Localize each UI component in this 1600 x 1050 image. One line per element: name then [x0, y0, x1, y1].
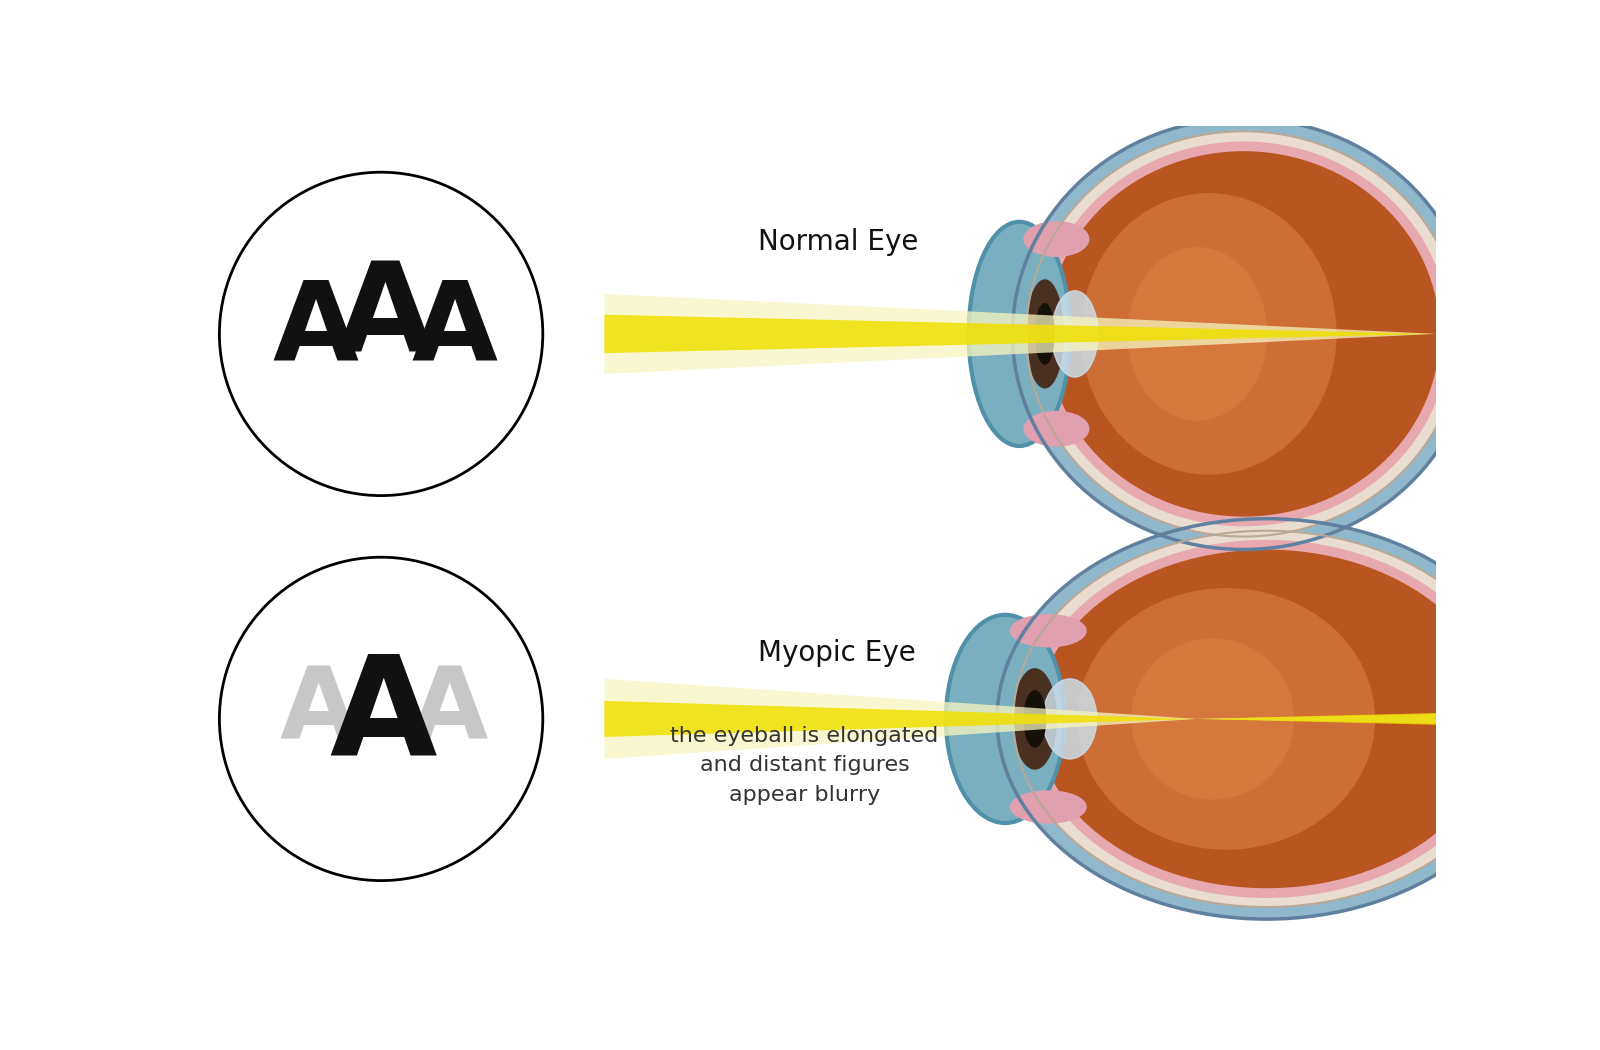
Ellipse shape [1013, 119, 1475, 549]
Ellipse shape [1026, 131, 1461, 537]
Ellipse shape [1013, 669, 1056, 769]
Text: A: A [410, 663, 488, 760]
Text: A: A [280, 663, 357, 760]
Ellipse shape [946, 615, 1064, 823]
Text: the eyeball is elongated
and distant figures
appear blurry: the eyeball is elongated and distant fig… [670, 726, 939, 804]
Circle shape [219, 558, 542, 881]
Ellipse shape [1051, 291, 1098, 377]
Ellipse shape [1043, 146, 1445, 522]
Ellipse shape [1024, 222, 1088, 256]
Text: Normal Eye: Normal Eye [758, 228, 918, 255]
Circle shape [219, 172, 542, 496]
Ellipse shape [1131, 638, 1293, 799]
Ellipse shape [1035, 303, 1054, 364]
Text: A: A [330, 650, 437, 784]
Ellipse shape [1128, 248, 1267, 420]
Ellipse shape [1078, 589, 1374, 849]
Polygon shape [605, 315, 1435, 353]
Text: A: A [336, 258, 434, 379]
Ellipse shape [1011, 791, 1086, 823]
Ellipse shape [1082, 194, 1336, 474]
Ellipse shape [1043, 679, 1098, 759]
Ellipse shape [968, 222, 1070, 446]
Polygon shape [605, 294, 1435, 374]
Ellipse shape [1024, 412, 1088, 446]
Text: A: A [272, 276, 358, 383]
Ellipse shape [1013, 530, 1520, 907]
Ellipse shape [1032, 545, 1501, 894]
Text: Myopic Eye: Myopic Eye [758, 639, 917, 668]
Ellipse shape [997, 519, 1536, 919]
Polygon shape [605, 679, 1456, 759]
Ellipse shape [1026, 280, 1064, 387]
Ellipse shape [1024, 691, 1046, 747]
Text: A: A [411, 276, 498, 383]
Ellipse shape [1011, 615, 1086, 647]
Polygon shape [605, 701, 1456, 737]
